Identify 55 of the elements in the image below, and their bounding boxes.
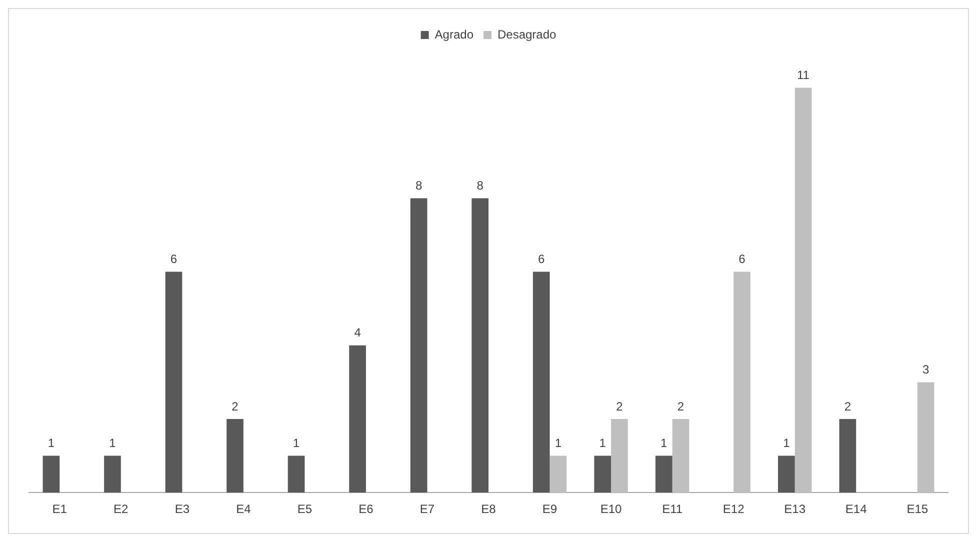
legend-label: Agrado <box>434 27 474 42</box>
data-label: 6 <box>738 252 746 266</box>
bar <box>655 456 672 493</box>
x-tick-label: E6 <box>358 502 374 516</box>
data-label: 2 <box>232 399 239 414</box>
bar <box>611 419 628 493</box>
data-label: 8 <box>476 178 484 193</box>
x-tick-label: E14 <box>845 502 868 516</box>
legend-label: Desagrado <box>497 27 557 42</box>
bar <box>472 198 488 493</box>
data-label: 4 <box>354 326 362 340</box>
x-tick-label: E7 <box>420 502 435 516</box>
bar <box>42 456 60 493</box>
bar <box>794 88 812 493</box>
data-label: 11 <box>797 68 810 82</box>
bar <box>226 419 244 493</box>
data-label: 1 <box>292 436 300 450</box>
bar <box>734 272 750 493</box>
x-tick-label: E11 <box>662 502 683 516</box>
bar <box>917 382 934 493</box>
bar <box>594 456 612 493</box>
data-label: 2 <box>616 399 624 414</box>
bar <box>104 456 121 493</box>
data-label: 1 <box>783 436 790 450</box>
data-label: 1 <box>554 436 562 450</box>
bar <box>532 272 550 493</box>
data-label: 1 <box>599 436 606 450</box>
data-label: 1 <box>660 436 668 450</box>
x-tick-label: E13 <box>784 502 806 516</box>
x-tick-label: E5 <box>297 502 312 516</box>
data-label: 1 <box>109 436 116 450</box>
x-tick-label: E1 <box>52 502 68 516</box>
data-label: 2 <box>844 399 852 414</box>
bar <box>672 419 690 493</box>
x-tick-label: E10 <box>600 502 622 516</box>
bar <box>410 198 428 493</box>
data-label: 6 <box>538 252 545 266</box>
x-tick-label: E2 <box>114 502 129 516</box>
data-label: 2 <box>677 399 684 414</box>
x-tick-label: E8 <box>481 502 496 516</box>
bar <box>550 456 567 493</box>
x-tick-label: E4 <box>236 502 252 516</box>
data-label: 1 <box>48 436 55 450</box>
bar <box>839 419 856 493</box>
bar <box>165 272 182 493</box>
bar <box>349 345 366 493</box>
x-tick-label: E9 <box>542 502 558 516</box>
data-label: 6 <box>170 252 178 266</box>
data-label: 8 <box>415 178 422 193</box>
bar <box>778 456 795 493</box>
bar <box>288 456 305 493</box>
x-tick-label: E15 <box>906 502 928 516</box>
data-label: 3 <box>922 362 930 377</box>
x-tick-label: E3 <box>174 502 190 516</box>
x-tick-label: E12 <box>722 502 745 516</box>
